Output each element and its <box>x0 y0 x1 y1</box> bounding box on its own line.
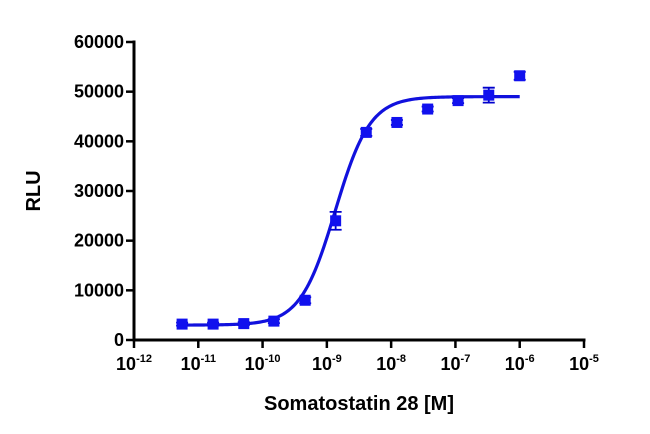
data-point <box>176 318 189 330</box>
x-tick-base: 10 <box>245 354 265 374</box>
point-marker <box>483 89 495 101</box>
data-point <box>267 315 280 327</box>
x-tick-exponent: -10 <box>265 353 281 365</box>
y-tick-label: 0 <box>114 330 124 350</box>
x-tick-exponent: -11 <box>201 353 216 365</box>
x-tick-exponent: -5 <box>589 353 599 365</box>
x-tick-exponent: -12 <box>136 353 152 365</box>
x-tick-base: 10 <box>505 354 525 374</box>
data-point <box>390 116 403 128</box>
x-tick-exponent: -7 <box>461 353 471 365</box>
y-tick-label: 40000 <box>74 131 124 151</box>
x-tick-base: 10 <box>116 354 136 374</box>
data-point <box>513 70 526 82</box>
data-point <box>360 126 373 138</box>
point-marker <box>514 70 526 82</box>
point-marker <box>176 318 188 330</box>
x-tick-base: 10 <box>312 354 332 374</box>
x-tick-label: 10-6 <box>505 353 535 374</box>
point-marker <box>452 95 464 107</box>
x-tick-exponent: -6 <box>525 353 535 365</box>
data-point <box>299 294 312 306</box>
x-tick-label: 10-9 <box>312 353 342 374</box>
x-axis-title: Somatostatin 28 [M] <box>264 393 454 415</box>
data-point <box>207 318 220 330</box>
x-tick-label: 10-7 <box>441 353 471 374</box>
data-point <box>237 318 250 330</box>
y-tick-label: 60000 <box>74 32 124 52</box>
x-tick-exponent: -8 <box>396 353 406 365</box>
point-marker <box>268 315 280 327</box>
x-tick-label: 10-10 <box>245 353 281 374</box>
y-axis-ticks: 0 10000 20000 30000 40000 50000 60000 <box>74 32 134 350</box>
point-marker <box>422 103 434 115</box>
data-point <box>329 210 342 231</box>
x-tick-base: 10 <box>441 354 461 374</box>
point-marker <box>207 318 219 330</box>
point-marker <box>238 318 250 330</box>
axes <box>132 40 586 342</box>
x-tick-base: 10 <box>569 354 589 374</box>
y-tick-label: 20000 <box>74 231 124 251</box>
data-point <box>482 86 495 104</box>
point-marker <box>391 116 403 128</box>
x-axis-ticks: 10-12 10-11 10-10 10-9 10-8 10-7 10-6 10-5 <box>116 340 599 374</box>
x-tick-label: 10-8 <box>376 353 406 374</box>
y-tick-label: 30000 <box>74 181 124 201</box>
data-point <box>421 103 434 115</box>
x-tick-label: 10-11 <box>181 353 216 374</box>
y-axis-title: RLU <box>23 170 45 211</box>
x-tick-base: 10 <box>181 354 201 374</box>
x-tick-exponent: -9 <box>332 353 342 365</box>
y-tick-label: 50000 <box>74 82 124 102</box>
x-tick-label: 10-12 <box>116 353 152 374</box>
data-point <box>452 95 465 107</box>
point-marker <box>299 294 311 306</box>
data-points <box>176 70 526 330</box>
y-tick-label: 10000 <box>74 280 124 300</box>
point-marker <box>330 215 342 227</box>
x-tick-label: 10-5 <box>569 353 599 374</box>
point-marker <box>360 126 372 138</box>
x-tick-base: 10 <box>376 354 396 374</box>
fit-curve <box>182 95 520 327</box>
